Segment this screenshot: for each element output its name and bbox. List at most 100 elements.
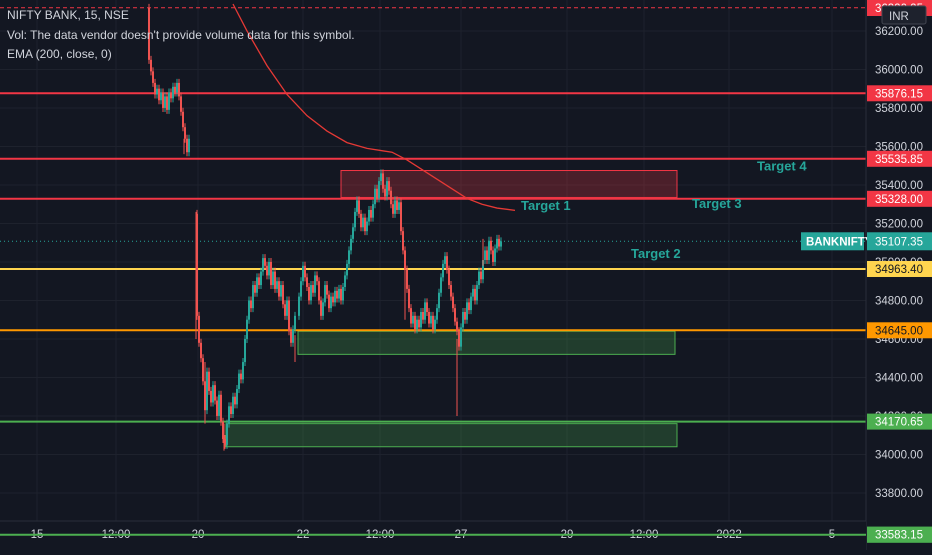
candle-body <box>426 302 428 312</box>
level-35328-tag-label: 35328.00 <box>875 194 923 206</box>
candle-body <box>434 319 436 330</box>
candle-body <box>356 200 358 212</box>
candle-body <box>480 271 482 280</box>
candle-body <box>202 358 204 382</box>
candle-body <box>160 92 162 101</box>
price-tick-label: 36200.00 <box>875 26 923 38</box>
last-price-tag <box>867 232 932 251</box>
target-label: Target 4 <box>757 159 807 174</box>
candle-body <box>396 200 398 210</box>
candle-body <box>432 315 434 330</box>
candle-body <box>496 238 498 249</box>
candle-body <box>216 400 218 416</box>
target-label: Target 3 <box>692 196 742 211</box>
candle-body <box>240 373 242 380</box>
candle-body <box>328 294 330 309</box>
price-axis[interactable]: 36200.00 36000.00 35800.00 35600.00 35400.00… <box>801 0 932 550</box>
candle-body <box>222 421 224 440</box>
level-34963-tag <box>867 260 932 277</box>
candle-body <box>172 86 174 99</box>
zones <box>225 170 678 448</box>
candle-body <box>374 188 376 205</box>
candle-body <box>150 59 152 72</box>
candle-body <box>156 88 158 95</box>
candle-body <box>470 296 472 311</box>
candle-body <box>310 285 312 301</box>
last-price-symbol-label: BANKNIFTY <box>806 236 873 248</box>
candle-body <box>364 217 366 232</box>
candle-body <box>230 406 232 415</box>
candle-body <box>362 217 364 228</box>
level-35328-tag <box>867 190 932 207</box>
candle-body <box>318 281 320 301</box>
candle-body <box>490 240 492 251</box>
candle-body <box>418 319 420 328</box>
candle-body <box>276 281 278 289</box>
candle-body <box>478 271 480 286</box>
candle-body <box>382 173 384 189</box>
price-tick-label: 35800.00 <box>875 103 923 115</box>
candle-body <box>378 181 380 199</box>
target-labels: Target 1 Target 2 Target 3 Target 4 <box>521 159 807 262</box>
candle-body <box>394 200 396 214</box>
candle-body <box>274 271 276 289</box>
candle-body <box>266 265 268 276</box>
level-34963-tag-label: 34963.40 <box>875 264 923 276</box>
candle-body <box>368 209 370 222</box>
candle-body <box>264 258 266 266</box>
candle-body <box>348 250 350 264</box>
candle-body <box>250 300 252 309</box>
symbol-title[interactable]: NIFTY BANK, 15, NSE <box>7 8 129 22</box>
candle-body <box>334 290 336 303</box>
currency-badge-box <box>881 5 927 25</box>
candle-body <box>174 86 176 93</box>
candle-body <box>292 329 294 343</box>
candle-body <box>280 285 282 297</box>
price-tick-label: 34400.00 <box>875 372 923 384</box>
candle-body <box>344 275 346 287</box>
candle-body <box>452 296 454 309</box>
candle-body <box>278 281 280 297</box>
candle-body <box>484 250 486 261</box>
candle-body <box>320 300 322 316</box>
candle-body <box>260 271 262 286</box>
level-35535-tag-label: 35535.85 <box>875 154 923 166</box>
candle-body <box>322 302 324 316</box>
candle-body <box>354 211 356 228</box>
candle-body <box>424 302 426 320</box>
candle-body <box>270 261 272 286</box>
candle-body <box>500 241 502 247</box>
candle-body <box>208 371 210 391</box>
candle-body <box>286 300 288 316</box>
price-tick-label: 35200.00 <box>875 218 923 230</box>
candle-body <box>448 269 450 286</box>
currency-badge: INR <box>881 5 927 25</box>
candle-body <box>168 92 170 110</box>
candle-body <box>342 286 344 301</box>
candle-body <box>166 96 168 110</box>
candle-body <box>346 263 348 276</box>
candle-body <box>294 315 296 330</box>
candle-body <box>206 371 208 411</box>
ema-line <box>232 3 516 212</box>
candle-body <box>304 265 306 278</box>
level-35535-tag <box>867 150 932 167</box>
volume-indicator-line[interactable]: Vol: The data vendor doesn't provide vol… <box>7 28 355 42</box>
candle-body <box>412 315 414 324</box>
candle-body <box>476 285 478 301</box>
ema-indicator-line[interactable]: EMA (200, close, 0) <box>7 47 112 61</box>
candle-body <box>316 275 318 282</box>
candle-body <box>474 288 476 301</box>
candle-body <box>178 82 180 97</box>
candle-body <box>226 423 228 445</box>
level-34645-tag <box>867 322 932 339</box>
target-label: Target 2 <box>631 246 681 261</box>
candle-body <box>158 88 160 101</box>
candle-body <box>152 71 154 83</box>
demand-zone-1 <box>297 330 676 355</box>
candle-body <box>358 200 360 214</box>
